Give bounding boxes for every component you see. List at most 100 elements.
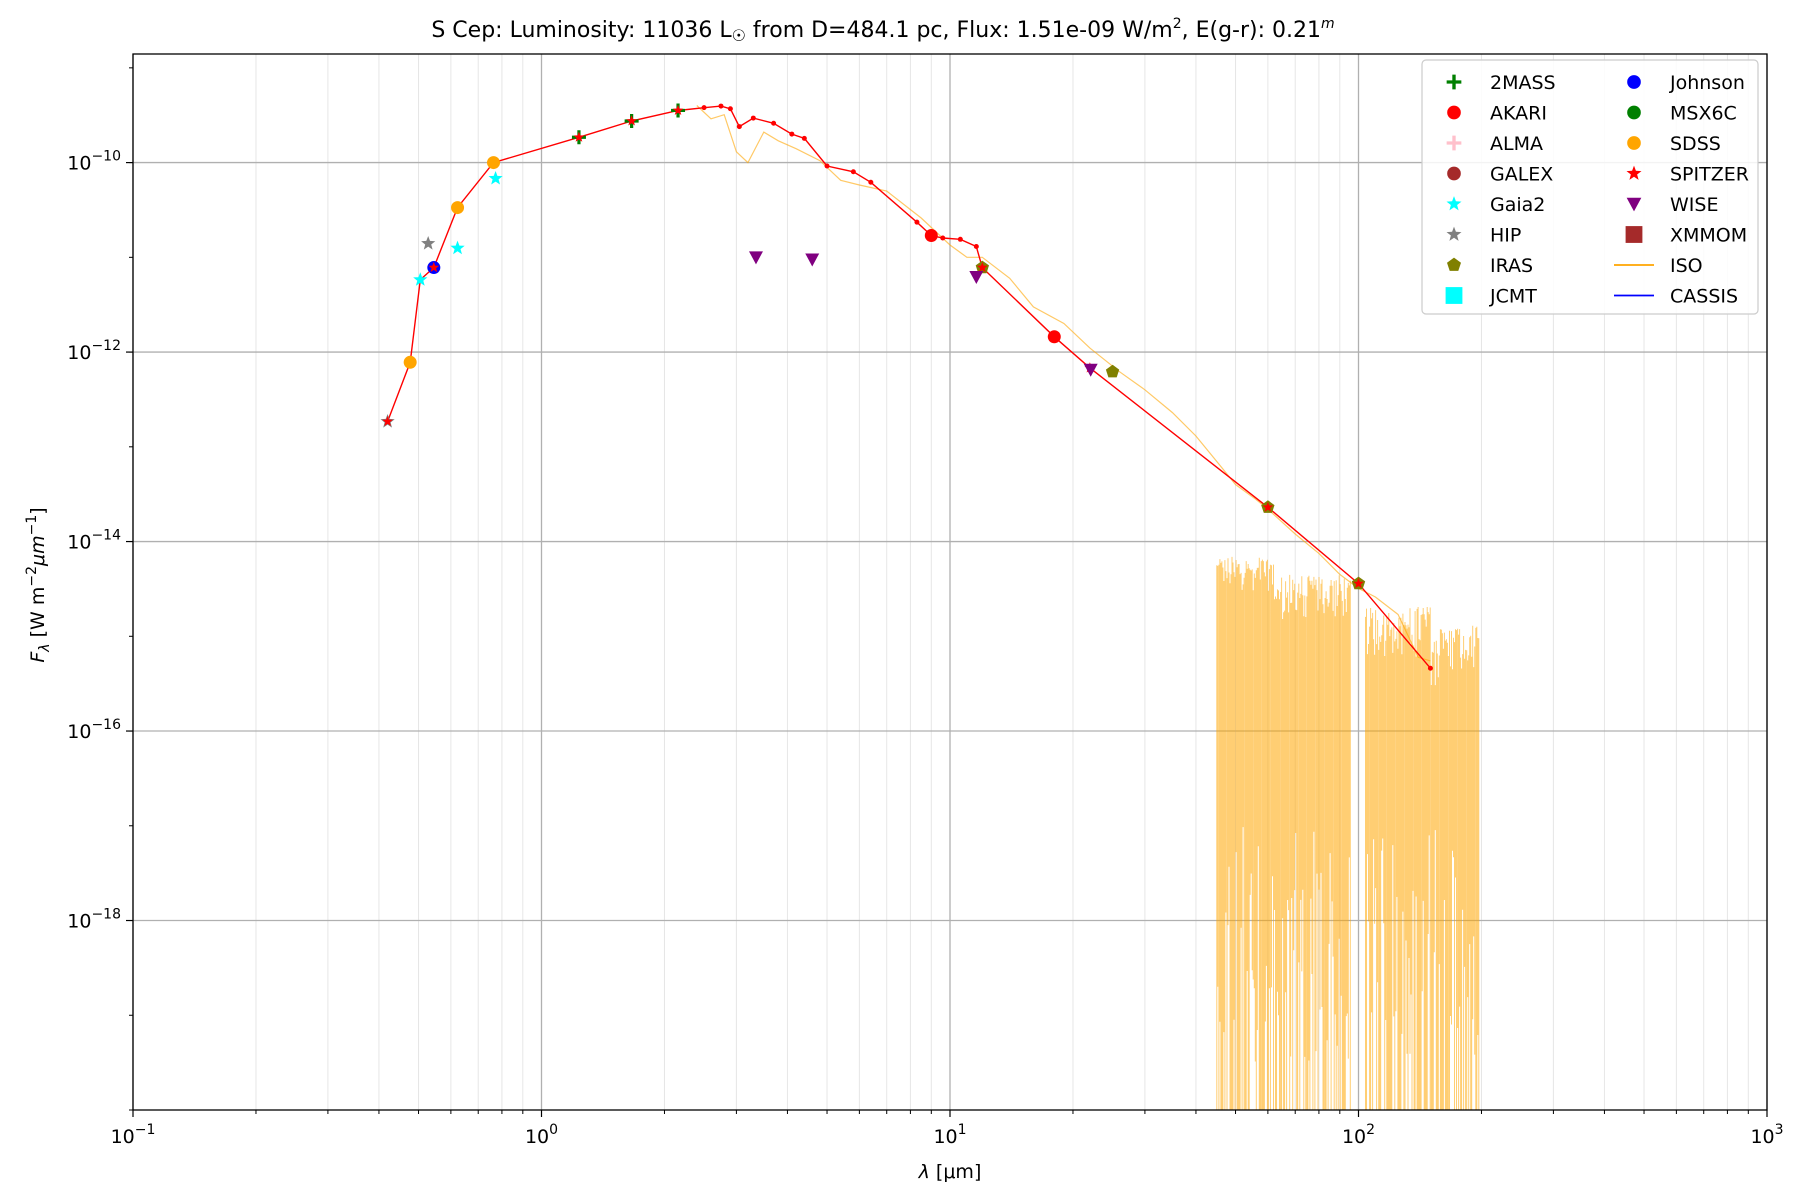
data-point: [805, 253, 820, 267]
model-line-point: [868, 179, 874, 185]
data-point: [977, 261, 988, 273]
series-wise: [748, 251, 1098, 377]
legend-label: Johnson: [1669, 72, 1745, 94]
model-line-point: [701, 105, 707, 111]
model-line-point: [801, 135, 807, 141]
model-line-point: [736, 124, 742, 130]
legend-marker: [1446, 196, 1462, 211]
legend-marker: [1447, 166, 1461, 181]
model-line-point: [914, 219, 920, 225]
legend-marker: [1626, 197, 1642, 212]
legend-label: 2MASS: [1490, 72, 1556, 94]
x-axis-label: λ [μm]: [918, 1161, 982, 1183]
data-point: [626, 115, 637, 126]
legend-entry: JCMT: [1445, 286, 1537, 308]
series-akari: [924, 228, 1061, 344]
data-point: [428, 261, 440, 273]
model-line-point: [824, 163, 830, 169]
model-line-point: [957, 236, 963, 242]
legend-marker: [1627, 105, 1641, 120]
legend-label: HIP: [1490, 225, 1521, 247]
y-tick-label: 10−10: [67, 149, 121, 175]
model-line-point: [973, 244, 979, 250]
x-tick-label: 101: [933, 1122, 966, 1148]
data-point: [672, 104, 684, 115]
legend-entry: ALMA: [1446, 133, 1543, 155]
model-line-point: [850, 169, 856, 175]
legend-box: [1421, 59, 1759, 315]
model-line-point: [940, 235, 946, 241]
y-tick-label: 10−18: [67, 907, 121, 933]
legend-marker: [1445, 287, 1463, 304]
legend-label: CASSIS: [1670, 286, 1738, 308]
model-line-point: [750, 115, 756, 121]
legend-entry: Johnson: [1627, 72, 1745, 94]
data-point: [1105, 364, 1120, 378]
legend-entry: AKARI: [1447, 103, 1547, 125]
data-point: [1083, 363, 1098, 377]
legend-marker: [1626, 165, 1642, 180]
legend-marker: [1627, 136, 1641, 150]
data-point: [969, 270, 984, 284]
x-tick-label: 103: [1750, 1122, 1783, 1148]
data-point: [451, 201, 465, 215]
y-tick-label: 10−14: [67, 528, 121, 554]
axis-ticks: 10−1 100 101 102 103 10−18 10−16 10−14 10−12 10−1…: [67, 67, 1784, 1148]
legend-label: ALMA: [1490, 133, 1543, 155]
model-line-point: [718, 103, 724, 109]
data-point: [573, 131, 585, 142]
data-point: [382, 415, 393, 426]
iso-spectrum: [696, 105, 1480, 1110]
model-line-point: [727, 106, 733, 112]
chart-title: S Cep: Luminosity: 11036 L☉ from D=484.1…: [431, 16, 1334, 45]
legend-label: JCMT: [1489, 286, 1537, 308]
legend-marker: [1446, 226, 1462, 241]
iso-noise-region: [1216, 556, 1480, 1110]
legend: 2MASS AKARI ALMA GALEX Gaia2 HIP IRAS JCMT Johns…: [1421, 59, 1759, 315]
legend-entry: GALEX: [1447, 164, 1553, 186]
legend-entry: HIP: [1446, 225, 1521, 247]
legend-entry: WISE: [1626, 194, 1718, 216]
data-point: [421, 236, 436, 250]
legend-entry: XMMOM: [1625, 225, 1747, 247]
legend-label: AKARI: [1490, 103, 1547, 125]
x-tick-label: 10−1: [111, 1122, 156, 1148]
model-line-point: [1427, 665, 1433, 671]
model-line-point: [771, 120, 777, 126]
legend-label: SDSS: [1670, 133, 1721, 155]
legend-entry: IRAS: [1447, 255, 1533, 277]
data-point: [924, 228, 938, 242]
series-gaia2: [413, 171, 503, 286]
data-point: [1047, 330, 1061, 344]
iso-spectrum-line: [696, 105, 1431, 662]
x-tick-label: 102: [1342, 1122, 1375, 1148]
data-point: [413, 272, 428, 286]
x-tick-label: 100: [525, 1122, 558, 1148]
legend-entry: MSX6C: [1627, 103, 1737, 125]
data-point: [487, 156, 501, 170]
legend-label: WISE: [1670, 194, 1718, 216]
y-tick-label: 10−16: [67, 717, 121, 743]
legend-marker: [1446, 74, 1462, 90]
data-point: [450, 240, 465, 255]
data-point: [748, 251, 763, 265]
legend-marker: [1447, 105, 1461, 120]
legend-marker: [1447, 257, 1461, 271]
legend-entry: Gaia2: [1446, 194, 1545, 216]
data-point: [1262, 501, 1274, 512]
model-line-point: [789, 131, 795, 137]
legend-marker: [1627, 75, 1641, 89]
legend-entry: ISO: [1614, 255, 1703, 277]
legend-label: IRAS: [1490, 255, 1533, 277]
series-sdss: [403, 156, 501, 369]
legend-entry: SDSS: [1627, 133, 1721, 155]
data-point: [1353, 578, 1364, 589]
legend-entry: 2MASS: [1446, 72, 1556, 94]
y-tick-label: 10−12: [67, 338, 121, 364]
legend-marker: [1446, 135, 1462, 151]
legend-label: GALEX: [1490, 164, 1553, 186]
y-axis-label: Fλ [W m−2μm−1]: [24, 507, 53, 662]
legend-label: SPITZER: [1670, 164, 1749, 186]
